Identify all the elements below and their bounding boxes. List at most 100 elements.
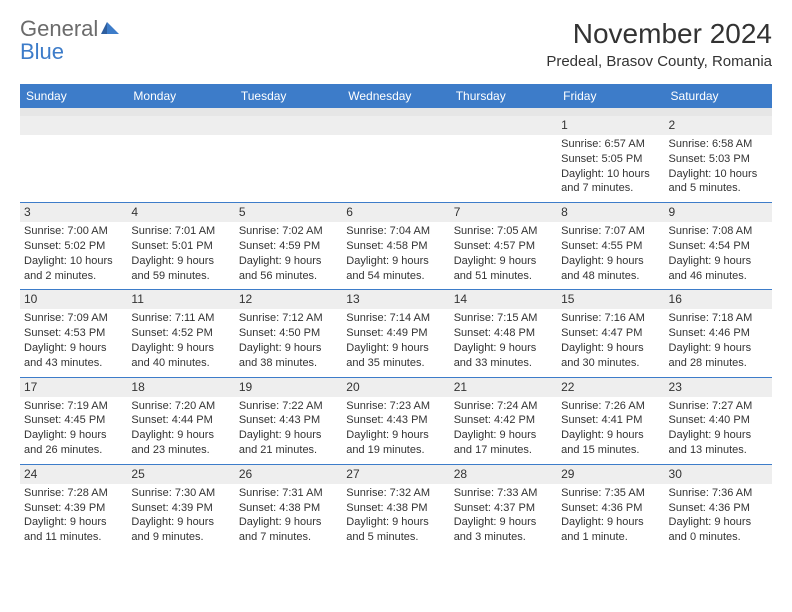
calendar-day: 15Sunrise: 7:16 AMSunset: 4:47 PMDayligh…: [557, 290, 664, 376]
weekday-header: Friday: [557, 84, 664, 108]
day-info: Sunrise: 7:31 AMSunset: 4:38 PMDaylight:…: [239, 486, 338, 545]
sunset-text: Sunset: 4:57 PM: [454, 239, 553, 254]
logo-text-general: General: [20, 16, 98, 41]
calendar-day: 27Sunrise: 7:32 AMSunset: 4:38 PMDayligh…: [342, 465, 449, 551]
day-info: Sunrise: 7:01 AMSunset: 5:01 PMDaylight:…: [131, 224, 230, 283]
sunset-text: Sunset: 4:39 PM: [131, 501, 230, 516]
sunset-text: Sunset: 4:40 PM: [669, 413, 768, 428]
calendar-day: 14 Sunrise: 7:15 AMSunset: 4:48 PMDayligh…: [450, 290, 557, 376]
sunset-text: Sunset: 4:37 PM: [454, 501, 553, 516]
day-info: Sunrise: 7:35 AMSunset: 4:36 PMDaylight:…: [561, 486, 660, 545]
day-info: Sunrise: 7:14 AMSunset: 4:49 PMDaylight:…: [346, 311, 445, 370]
location-label: Predeal, Brasov County, Romania: [546, 53, 772, 70]
sunset-text: Sunset: 4:54 PM: [669, 239, 768, 254]
calendar-day: [342, 116, 449, 202]
daynum-row: 22: [557, 378, 664, 397]
logo-flag-icon: [101, 22, 121, 41]
day-number: 18: [131, 380, 144, 394]
calendar-day: 29 Sunrise: 7:35 AMSunset: 4:36 PMDayligh…: [557, 465, 664, 551]
sunset-text: Sunset: 4:43 PM: [346, 413, 445, 428]
daynum-row: 8: [557, 203, 664, 222]
calendar-week: 1Sunrise: 6:57 AMSunset: 5:05 PMDaylight…: [20, 116, 772, 202]
day-info: Sunrise: 7:11 AMSunset: 4:52 PMDaylight:…: [131, 311, 230, 370]
daylight-text: Daylight: 9 hours and 17 minutes.: [454, 428, 553, 458]
day-number: 13: [346, 292, 359, 306]
daynum-row: 25: [127, 465, 234, 484]
sunrise-text: Sunrise: 7:05 AM: [454, 224, 553, 239]
day-number: 23: [669, 380, 682, 394]
day-info: Sunrise: 7:15 AMSunset: 4:48 PMDaylight:…: [454, 311, 553, 370]
logo: General Blue: [20, 18, 121, 64]
weekday-header: Tuesday: [235, 84, 342, 108]
day-number: 17: [24, 380, 37, 394]
sunrise-text: Sunrise: 7:02 AM: [239, 224, 338, 239]
sunrise-text: Sunrise: 7:12 AM: [239, 311, 338, 326]
weekday-header: Wednesday: [342, 84, 449, 108]
title-block: November 2024 Predeal, Brasov County, Ro…: [546, 18, 772, 70]
calendar-day: 18Sunrise: 7:20 AMSunset: 4:44 PMDayligh…: [127, 378, 234, 464]
calendar-day: [127, 116, 234, 202]
day-number: 5: [239, 205, 246, 219]
day-number: 10: [24, 292, 37, 306]
daylight-text: Daylight: 9 hours and 54 minutes.: [346, 254, 445, 284]
day-info: Sunrise: 7:18 AMSunset: 4:46 PMDaylight:…: [669, 311, 768, 370]
sunrise-text: Sunrise: 7:22 AM: [239, 399, 338, 414]
day-number: 21: [454, 380, 467, 394]
sunset-text: Sunset: 4:58 PM: [346, 239, 445, 254]
daynum-row: 24: [20, 465, 127, 484]
daynum-row: 16: [665, 290, 772, 309]
sunset-text: Sunset: 4:45 PM: [24, 413, 123, 428]
weekday-header: Thursday: [450, 84, 557, 108]
day-number: 14: [454, 292, 467, 306]
daylight-text: Daylight: 9 hours and 0 minutes.: [669, 515, 768, 545]
daylight-text: Daylight: 9 hours and 46 minutes.: [669, 254, 768, 284]
daynum-row: 17: [20, 378, 127, 397]
calendar-week: 17Sunrise: 7:19 AMSunset: 4:45 PMDayligh…: [20, 377, 772, 464]
daynum-row: 27: [342, 465, 449, 484]
sunset-text: Sunset: 4:55 PM: [561, 239, 660, 254]
sunset-text: Sunset: 4:43 PM: [239, 413, 338, 428]
daynum-row: 28: [450, 465, 557, 484]
sunrise-text: Sunrise: 7:31 AM: [239, 486, 338, 501]
daylight-text: Daylight: 9 hours and 38 minutes.: [239, 341, 338, 371]
daylight-text: Daylight: 9 hours and 15 minutes.: [561, 428, 660, 458]
sunrise-text: Sunrise: 7:24 AM: [454, 399, 553, 414]
calendar-day: [235, 116, 342, 202]
daynum-row: 15: [557, 290, 664, 309]
header: General Blue November 2024 Predeal, Bras…: [20, 18, 772, 70]
daylight-text: Daylight: 9 hours and 30 minutes.: [561, 341, 660, 371]
day-number: 4: [131, 205, 138, 219]
sunset-text: Sunset: 5:02 PM: [24, 239, 123, 254]
day-number: 24: [24, 467, 37, 481]
calendar-day: 19Sunrise: 7:22 AMSunset: 4:43 PMDayligh…: [235, 378, 342, 464]
day-info: Sunrise: 7:23 AMSunset: 4:43 PMDaylight:…: [346, 399, 445, 458]
sunrise-text: Sunrise: 7:00 AM: [24, 224, 123, 239]
calendar-day: 11 Sunrise: 7:11 AMSunset: 4:52 PMDayligh…: [127, 290, 234, 376]
sunrise-text: Sunrise: 7:27 AM: [669, 399, 768, 414]
daynum-row: 6: [342, 203, 449, 222]
daylight-text: Daylight: 9 hours and 7 minutes.: [239, 515, 338, 545]
sunset-text: Sunset: 4:44 PM: [131, 413, 230, 428]
calendar-day: 25Sunrise: 7:30 AMSunset: 4:39 PMDayligh…: [127, 465, 234, 551]
day-number: 3: [24, 205, 31, 219]
daynum-row: 23: [665, 378, 772, 397]
day-number: 29: [561, 467, 574, 481]
daylight-text: Daylight: 9 hours and 26 minutes.: [24, 428, 123, 458]
daynum-row: 11: [127, 290, 234, 309]
calendar-day: 21Sunrise: 7:24 AMSunset: 4:42 PMDayligh…: [450, 378, 557, 464]
sunset-text: Sunset: 4:39 PM: [24, 501, 123, 516]
day-info: Sunrise: 7:22 AMSunset: 4:43 PMDaylight:…: [239, 399, 338, 458]
sunset-text: Sunset: 5:01 PM: [131, 239, 230, 254]
daylight-text: Daylight: 9 hours and 59 minutes.: [131, 254, 230, 284]
daynum-row: 9: [665, 203, 772, 222]
day-number: 1: [561, 118, 568, 132]
daylight-text: Daylight: 9 hours and 19 minutes.: [346, 428, 445, 458]
sunrise-text: Sunrise: 7:26 AM: [561, 399, 660, 414]
daynum-row: 30: [665, 465, 772, 484]
daynum-row: 20: [342, 378, 449, 397]
logo-text-blue: Blue: [20, 39, 64, 64]
sunset-text: Sunset: 4:59 PM: [239, 239, 338, 254]
daynum-row: 21: [450, 378, 557, 397]
day-info: Sunrise: 7:26 AMSunset: 4:41 PMDaylight:…: [561, 399, 660, 458]
daylight-text: Daylight: 9 hours and 5 minutes.: [346, 515, 445, 545]
